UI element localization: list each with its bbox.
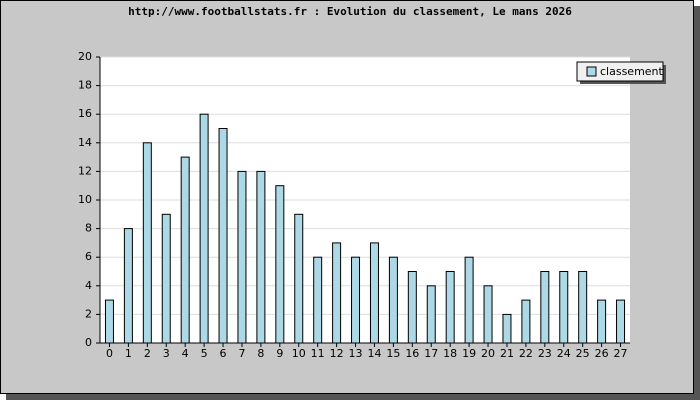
bar <box>104 299 114 344</box>
legend-swatch <box>586 66 597 77</box>
x-tick-label: 24 <box>557 347 571 360</box>
bar <box>616 299 626 344</box>
x-tick-label: 17 <box>424 347 438 360</box>
x-tick-label: 5 <box>201 347 208 360</box>
x-tick-label: 20 <box>481 347 495 360</box>
bar <box>388 256 398 344</box>
x-tick-label: 23 <box>538 347 552 360</box>
x-tick-label: 26 <box>595 347 609 360</box>
x-tick-label: 9 <box>276 347 283 360</box>
x-tick-label: 3 <box>163 347 170 360</box>
bar <box>313 256 323 344</box>
legend-box <box>576 61 664 82</box>
x-tick-label: 14 <box>367 347 381 360</box>
bar <box>597 299 607 344</box>
x-tick-label: 22 <box>519 347 533 360</box>
x-tick-label: 19 <box>462 347 476 360</box>
x-tick-label: 4 <box>182 347 189 360</box>
y-tick-label: 12 <box>78 164 92 177</box>
bar <box>483 285 493 344</box>
bar <box>161 213 171 344</box>
x-tick-label: 15 <box>386 347 400 360</box>
x-tick-label: 0 <box>106 347 113 360</box>
bar <box>180 156 190 344</box>
y-tick-label: 14 <box>78 136 92 149</box>
bar <box>426 285 436 344</box>
bar <box>464 256 474 344</box>
bar <box>502 313 512 344</box>
y-tick-label: 16 <box>78 107 92 120</box>
y-tick-label: 10 <box>78 193 92 206</box>
bar <box>540 271 550 344</box>
bar <box>351 256 361 344</box>
bar <box>332 242 342 344</box>
x-tick-label: 18 <box>443 347 457 360</box>
x-tick-label: 12 <box>330 347 344 360</box>
y-tick-label: 6 <box>85 250 92 263</box>
x-tick-label: 1 <box>125 347 132 360</box>
bar <box>521 299 531 344</box>
x-tick-label: 8 <box>257 347 264 360</box>
bar <box>559 271 569 344</box>
bar <box>218 128 228 344</box>
bar <box>142 142 152 344</box>
x-tick-label: 11 <box>311 347 325 360</box>
bar <box>256 170 266 344</box>
legend-label: classement <box>600 65 664 78</box>
x-tick-label: 16 <box>405 347 419 360</box>
x-tick-label: 13 <box>349 347 363 360</box>
bar <box>407 271 417 344</box>
bar <box>199 113 209 344</box>
bar <box>369 242 379 344</box>
x-tick-label: 27 <box>614 347 628 360</box>
bar <box>445 271 455 344</box>
bar <box>578 271 588 344</box>
bar <box>294 213 304 344</box>
bar <box>237 170 247 344</box>
y-tick-label: 4 <box>85 279 92 292</box>
y-tick-label: 20 <box>78 50 92 63</box>
x-tick-label: 2 <box>144 347 151 360</box>
y-tick-label: 2 <box>85 307 92 320</box>
y-tick-label: 18 <box>78 79 92 92</box>
x-tick-label: 7 <box>238 347 245 360</box>
chart-title: http://www.footballstats.fr : Evolution … <box>128 5 572 18</box>
y-tick-label: 0 <box>85 336 92 349</box>
bar <box>275 185 285 344</box>
x-tick-label: 21 <box>500 347 514 360</box>
x-tick-label: 6 <box>220 347 227 360</box>
y-tick-label: 8 <box>85 222 92 235</box>
x-tick-label: 25 <box>576 347 590 360</box>
bar <box>123 228 133 344</box>
x-tick-label: 10 <box>292 347 306 360</box>
